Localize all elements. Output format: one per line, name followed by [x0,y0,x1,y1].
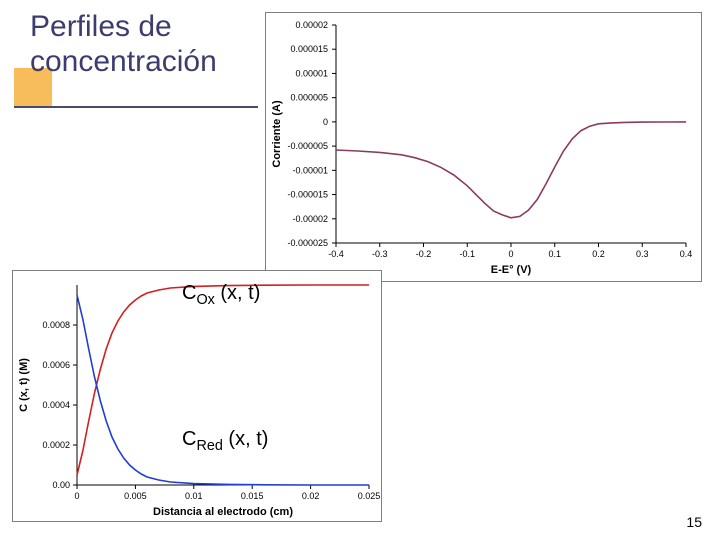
svg-text:-0.000015: -0.000015 [287,190,328,200]
svg-text:0.025: 0.025 [358,491,381,501]
svg-text:0: 0 [74,491,79,501]
svg-text:C (x, t) (M): C (x, t) (M) [18,358,30,412]
svg-text:-0.2: -0.2 [416,249,432,259]
svg-text:0.000015: 0.000015 [290,44,328,54]
svg-text:E-E° (V): E-E° (V) [491,264,532,276]
svg-text:-0.00001: -0.00001 [292,165,328,175]
lsv-chart: 0.00002 0.000015 0.00001 0.000005 0 -0.000005… [265,12,702,282]
slide-title-line2: concentración [30,45,217,80]
svg-text:0.01: 0.01 [185,491,203,501]
svg-text:0.0006: 0.0006 [42,360,70,370]
title-underline [14,106,258,108]
slide-title: Perfiles de concentración [30,10,217,79]
svg-text:0.015: 0.015 [241,491,264,501]
label-cox-pre: C [182,282,196,304]
svg-text:0.0008: 0.0008 [42,320,70,330]
svg-text:0.3: 0.3 [636,249,649,259]
svg-text:0.0002: 0.0002 [42,440,70,450]
svg-text:Corriente (A): Corriente (A) [271,100,283,168]
label-cred-post: (x, t) [223,428,269,450]
svg-text:0.4: 0.4 [680,249,693,259]
label-cred: CRed (x, t) [182,428,268,454]
svg-text:Distancia al electrodo (cm): Distancia al electrodo (cm) [153,506,293,518]
svg-text:0.00: 0.00 [52,480,70,490]
label-cred-pre: C [182,428,196,450]
slide-title-line1: Perfiles de [30,10,217,45]
svg-text:0.2: 0.2 [592,249,605,259]
svg-text:-0.3: -0.3 [372,249,388,259]
svg-text:0.005: 0.005 [124,491,147,501]
label-cox: COx (x, t) [182,282,260,308]
svg-text:0: 0 [508,249,513,259]
page-number-text: 15 [686,514,702,530]
label-cox-sub: Ox [196,292,214,308]
svg-text:-0.000025: -0.000025 [287,238,328,248]
svg-text:0: 0 [323,117,328,127]
svg-text:-0.1: -0.1 [459,249,475,259]
svg-text:0.0004: 0.0004 [42,400,70,410]
svg-text:0.02: 0.02 [302,491,320,501]
page-number: 15 [686,514,702,530]
svg-text:0.00002: 0.00002 [295,20,328,30]
svg-text:0.000005: 0.000005 [290,93,328,103]
svg-text:-0.000005: -0.000005 [287,141,328,151]
svg-text:-0.4: -0.4 [328,249,344,259]
label-cred-sub: Red [196,438,222,454]
svg-text:0.00001: 0.00001 [295,68,328,78]
label-cox-post: (x, t) [215,282,261,304]
svg-text:-0.00002: -0.00002 [292,214,328,224]
svg-text:0.1: 0.1 [548,249,561,259]
